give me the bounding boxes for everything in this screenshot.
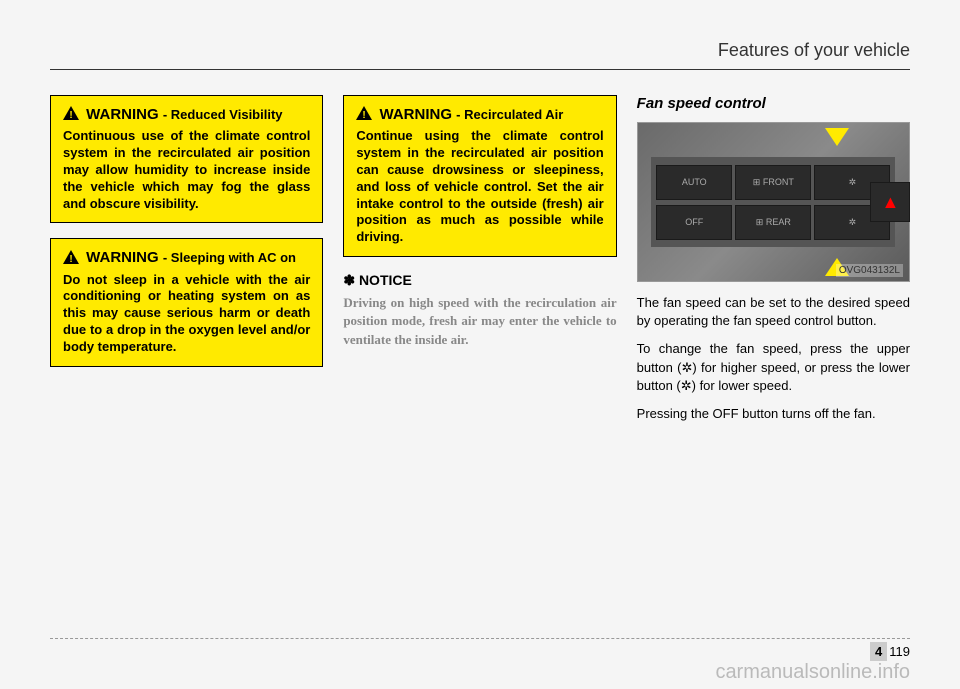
page-header: Features of your vehicle (50, 40, 910, 70)
notice-header: ✽ NOTICE (343, 272, 616, 289)
page-number: 4119 (870, 644, 910, 659)
panel-row-bottom: OFF ⊞ REAR ✲ (656, 205, 890, 240)
watermark: carmanualsonline.info (715, 661, 910, 684)
warning-subtitle: - Sleeping with AC on (163, 250, 296, 265)
svg-text:!: ! (363, 110, 366, 120)
column-2: ! WARNING - Recirculated Air Continue us… (343, 95, 616, 433)
warning-header: ! WARNING - Sleeping with AC on (63, 249, 310, 267)
warning-label: WARNING (380, 106, 453, 123)
warning-subtitle: - Recirculated Air (456, 107, 563, 122)
rear-defrost-button: ⊞ REAR (735, 205, 811, 240)
warning-triangle-icon: ! (63, 106, 79, 124)
warning-triangle-icon: ! (356, 106, 372, 124)
warning-box-visibility: ! WARNING - Reduced Visibility Continuou… (50, 95, 323, 223)
chapter-number: 4 (870, 642, 887, 661)
warning-label: WARNING (86, 106, 159, 123)
paragraph-1: The fan speed can be set to the desired … (637, 294, 910, 330)
svg-text:!: ! (69, 254, 72, 264)
hazard-button: ▲ (870, 182, 910, 222)
page-number-value: 119 (889, 644, 910, 659)
auto-button: AUTO (656, 165, 732, 200)
column-1: ! WARNING - Reduced Visibility Continuou… (50, 95, 323, 433)
warning-triangle-icon: ! (63, 250, 79, 268)
control-panel: AUTO ⊞ FRONT ✲ OFF ⊞ REAR ✲ ▲ (651, 157, 895, 247)
image-label: OVG043132L (836, 264, 903, 277)
warning-body: Do not sleep in a vehicle with the air c… (63, 272, 310, 356)
arrow-down-icon (825, 128, 849, 146)
warning-body: Continue using the climate control syste… (356, 128, 603, 246)
section-title: Fan speed control (637, 95, 910, 112)
content-area: ! WARNING - Reduced Visibility Continuou… (50, 95, 910, 433)
warning-box-sleeping: ! WARNING - Sleeping with AC on Do not s… (50, 238, 323, 366)
climate-control-image: AUTO ⊞ FRONT ✲ OFF ⊞ REAR ✲ ▲ OVG043132L (637, 122, 910, 282)
front-defrost-button: ⊞ FRONT (735, 165, 811, 200)
svg-text:!: ! (69, 110, 72, 120)
warning-label: WARNING (86, 249, 159, 266)
warning-subtitle: - Reduced Visibility (163, 107, 283, 122)
header-title: Features of your vehicle (718, 40, 910, 60)
notice-body: Driving on high speed with the recircula… (343, 294, 616, 349)
warning-header: ! WARNING - Reduced Visibility (63, 106, 310, 124)
paragraph-3: Pressing the OFF button turns off the fa… (637, 405, 910, 423)
panel-row-top: AUTO ⊞ FRONT ✲ (656, 165, 890, 200)
off-button: OFF (656, 205, 732, 240)
warning-header: ! WARNING - Recirculated Air (356, 106, 603, 124)
warning-box-recirculated: ! WARNING - Recirculated Air Continue us… (343, 95, 616, 257)
paragraph-2: To change the fan speed, press the upper… (637, 340, 910, 395)
column-3: Fan speed control AUTO ⊞ FRONT ✲ OFF ⊞ R… (637, 95, 910, 433)
page-footer: 4119 (50, 638, 910, 659)
warning-body: Continuous use of the climate control sy… (63, 128, 310, 212)
